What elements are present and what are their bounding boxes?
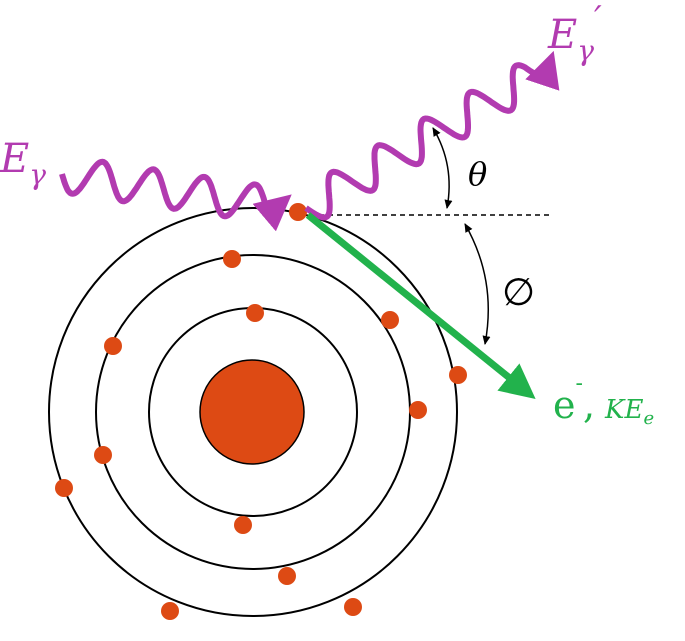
incident-photon-wave: [59, 158, 292, 232]
scattered-photon-label: Eγ′: [547, 0, 602, 67]
electron: [246, 304, 264, 322]
incident-photon-label: Eγ: [0, 136, 46, 191]
electron: [449, 366, 467, 384]
label-sep: ,: [583, 383, 595, 427]
electron: [381, 311, 399, 329]
theta-label: θ: [468, 155, 487, 193]
label-main: e: [553, 383, 576, 427]
electron: [344, 598, 362, 616]
theta-arc: [432, 127, 453, 209]
phi-arc: [464, 223, 491, 345]
electron: [55, 479, 73, 497]
electrons: [55, 203, 467, 620]
electron: [161, 602, 179, 620]
label-sup: ′: [594, 0, 602, 39]
label-sup: -: [576, 371, 583, 396]
scattered-photon-wave: [304, 50, 560, 221]
electron: [104, 337, 122, 355]
label-sub: γ: [29, 158, 46, 191]
label-energy: KE: [604, 395, 643, 425]
label-energy-sub: e: [643, 408, 654, 429]
label-main: E: [0, 136, 29, 182]
nucleus: [199, 359, 305, 465]
electron-label: e-, KEe: [553, 371, 654, 429]
electron-path: [305, 212, 536, 400]
electron: [223, 250, 241, 268]
electron: [94, 446, 112, 464]
label-sub: γ: [577, 34, 594, 67]
label-main: E: [547, 12, 577, 58]
phi-label: ∅: [502, 270, 535, 314]
electron: [278, 567, 296, 585]
electron: [234, 516, 252, 534]
electron: [409, 401, 427, 419]
electron: [289, 203, 307, 221]
